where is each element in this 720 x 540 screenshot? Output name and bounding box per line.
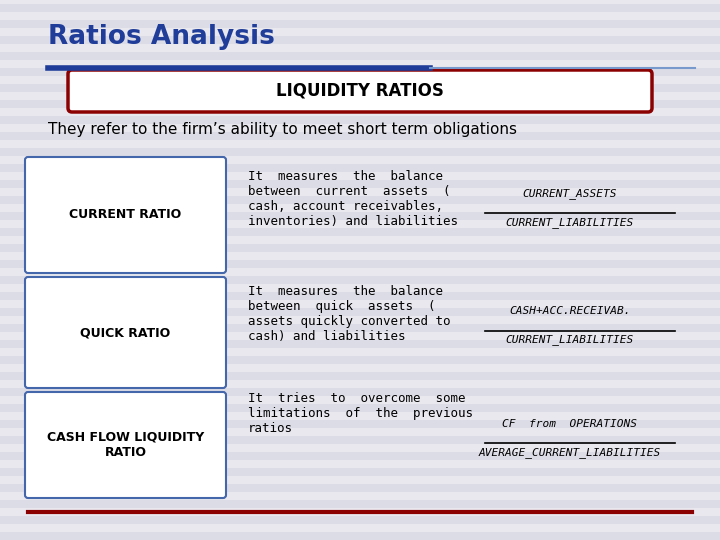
Bar xyxy=(0,500,720,508)
Bar xyxy=(0,20,720,28)
Bar xyxy=(0,180,720,188)
Text: CURRENT_LIABILITIES: CURRENT_LIABILITIES xyxy=(506,334,634,346)
Bar xyxy=(0,228,720,236)
FancyBboxPatch shape xyxy=(25,392,226,498)
FancyBboxPatch shape xyxy=(68,70,652,112)
Bar xyxy=(0,260,720,268)
Text: AVERAGE_CURRENT_LIABILITIES: AVERAGE_CURRENT_LIABILITIES xyxy=(479,447,661,458)
FancyBboxPatch shape xyxy=(25,157,226,273)
Bar xyxy=(0,84,720,92)
Text: CF  from  OPERATIONS: CF from OPERATIONS xyxy=(503,419,637,429)
Text: QUICK RATIO: QUICK RATIO xyxy=(81,326,171,339)
FancyBboxPatch shape xyxy=(25,277,226,388)
Bar xyxy=(0,468,720,476)
Text: It  measures  the  balance
between  current  assets  (
cash, account receivables: It measures the balance between current … xyxy=(248,170,458,228)
Text: CURRENT RATIO: CURRENT RATIO xyxy=(69,208,181,221)
Bar xyxy=(0,164,720,172)
Bar xyxy=(0,484,720,492)
Text: CASH+ACC.RECEIVAB.: CASH+ACC.RECEIVAB. xyxy=(509,307,631,316)
Bar xyxy=(0,276,720,284)
Text: LIQUIDITY RATIOS: LIQUIDITY RATIOS xyxy=(276,82,444,100)
Bar xyxy=(0,4,720,12)
Bar xyxy=(0,436,720,444)
Bar xyxy=(0,308,720,316)
Text: CURRENT_ASSETS: CURRENT_ASSETS xyxy=(523,188,617,199)
Text: It  measures  the  balance
between  quick  assets  (
assets quickly converted to: It measures the balance between quick as… xyxy=(248,285,451,343)
Bar xyxy=(0,324,720,332)
Text: CASH FLOW LIQUIDITY
RATIO: CASH FLOW LIQUIDITY RATIO xyxy=(47,431,204,459)
Bar xyxy=(0,148,720,156)
Bar xyxy=(0,68,720,76)
Text: It  tries  to  overcome  some
limitations  of  the  previous
ratios: It tries to overcome some limitations of… xyxy=(248,392,473,435)
Bar xyxy=(0,292,720,300)
Bar xyxy=(0,244,720,252)
Bar xyxy=(0,404,720,412)
Bar xyxy=(0,452,720,460)
Text: Ratios Analysis: Ratios Analysis xyxy=(48,24,275,50)
Bar xyxy=(0,36,720,44)
Bar xyxy=(0,212,720,220)
Bar xyxy=(0,100,720,108)
Bar xyxy=(0,516,720,524)
Bar xyxy=(0,388,720,396)
Bar xyxy=(0,196,720,204)
Text: They refer to the firm’s ability to meet short term obligations: They refer to the firm’s ability to meet… xyxy=(48,122,517,137)
Bar xyxy=(0,420,720,428)
Bar xyxy=(0,340,720,348)
Bar xyxy=(0,356,720,364)
Text: CURRENT_LIABILITIES: CURRENT_LIABILITIES xyxy=(506,217,634,228)
Bar xyxy=(0,116,720,124)
Bar xyxy=(0,372,720,380)
Bar xyxy=(0,52,720,60)
Bar xyxy=(0,132,720,140)
Bar xyxy=(0,532,720,540)
